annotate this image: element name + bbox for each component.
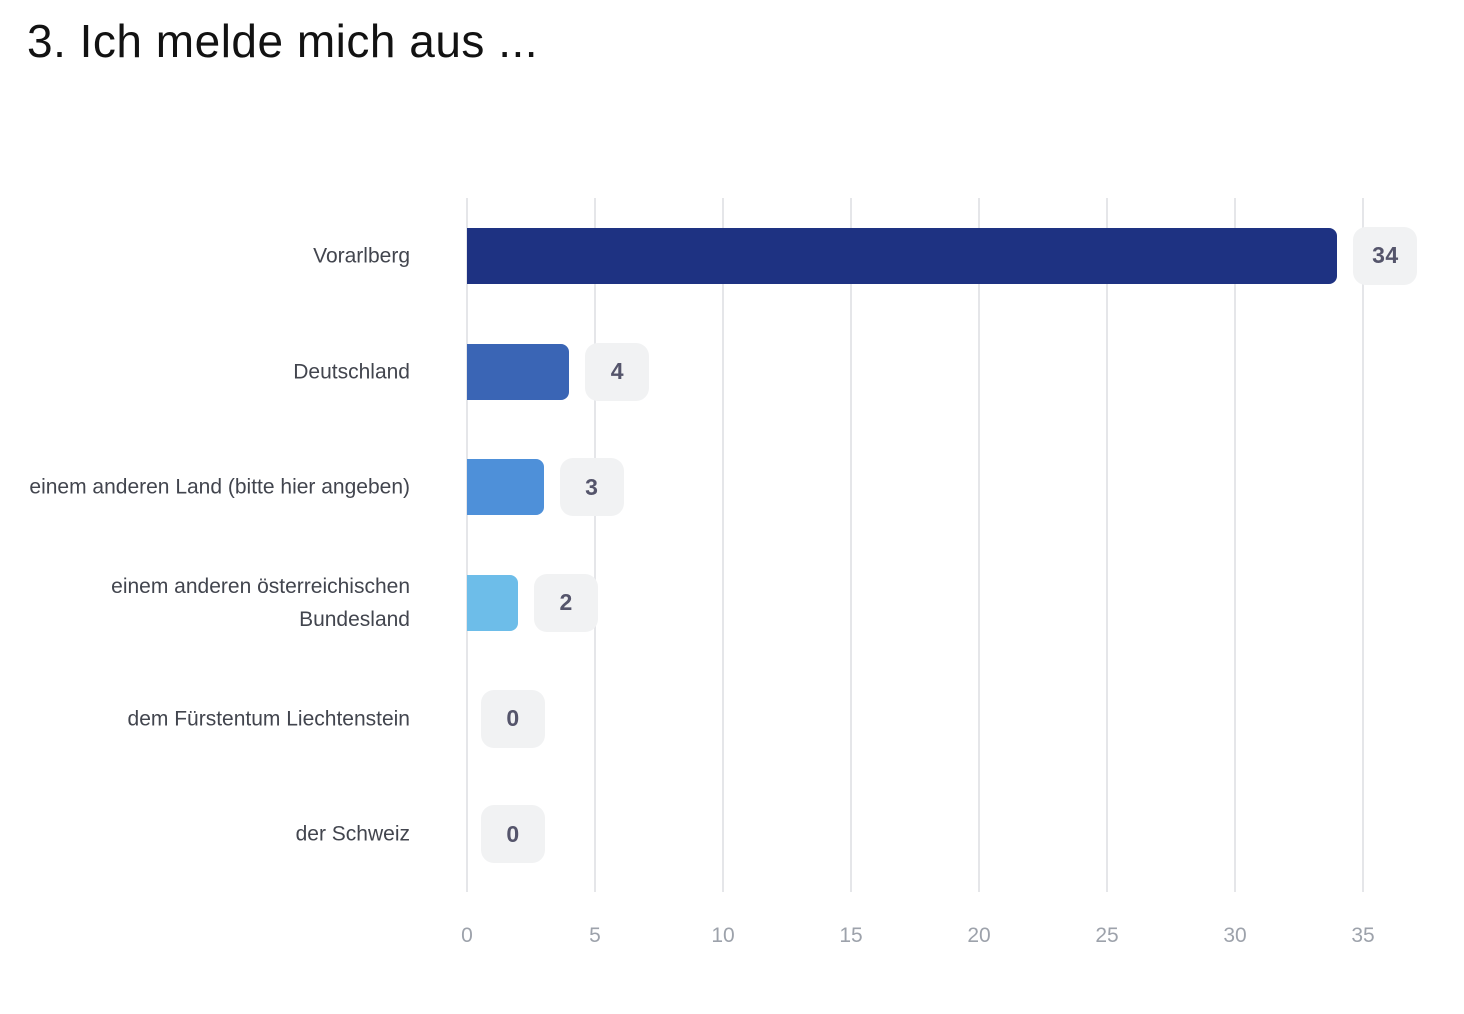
grid-line: [722, 198, 724, 892]
value-pill: 2: [534, 573, 599, 632]
value-label: 4: [610, 358, 625, 384]
grid-line: [1234, 198, 1236, 892]
grid-line: [978, 198, 980, 892]
grid-line: [850, 198, 852, 892]
bar: [467, 343, 570, 400]
category-label: einem anderen österreichischen Bundeslan…: [111, 574, 410, 631]
value-pill: 4: [585, 342, 650, 401]
value-pill: 0: [481, 805, 545, 864]
bar: [467, 459, 544, 516]
grid-line: [466, 198, 468, 892]
category-label: Deutschland: [293, 360, 410, 383]
chart-title: 3. Ich melde mich aus ...: [27, 15, 539, 67]
value-pill: 34: [1353, 226, 1418, 285]
x-axis-tick-label: 30: [1223, 924, 1247, 947]
grid-line: [594, 198, 596, 892]
value-label: 0: [506, 705, 520, 731]
category-label: Vorarlberg: [313, 244, 410, 268]
grid-line: [1362, 198, 1364, 892]
category-label: einem anderen Land (bitte hier angeben): [29, 475, 410, 499]
x-axis-tick-label: 0: [461, 924, 473, 947]
value-label: 0: [506, 820, 520, 847]
x-axis-tick-label: 25: [1095, 924, 1119, 947]
bar: [467, 574, 519, 631]
value-pill: 0: [481, 689, 545, 748]
x-axis-tick-label: 5: [589, 924, 601, 947]
category-label: dem Fürstentum Liechtenstein: [127, 707, 410, 730]
category-label: der Schweiz: [295, 822, 410, 846]
bar: [467, 227, 1338, 284]
value-label: 2: [559, 589, 573, 616]
value-label: 34: [1372, 242, 1399, 269]
grid-line: [1106, 198, 1108, 892]
x-axis-tick-label: 35: [1351, 924, 1375, 947]
x-axis-tick-label: 20: [967, 924, 991, 947]
x-axis-tick-label: 10: [711, 924, 735, 947]
x-axis-tick-label: 15: [839, 924, 863, 947]
value-pill: 3: [559, 458, 624, 517]
value-label: 3: [585, 473, 599, 500]
